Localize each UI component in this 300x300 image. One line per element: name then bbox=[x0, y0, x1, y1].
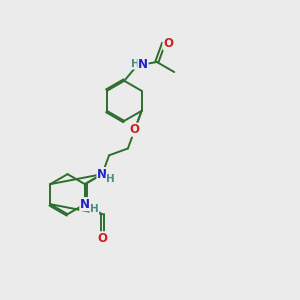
Text: N: N bbox=[97, 168, 107, 181]
Text: N: N bbox=[138, 58, 148, 70]
Text: H: H bbox=[131, 59, 140, 69]
Text: H: H bbox=[90, 205, 99, 214]
Text: H: H bbox=[106, 174, 115, 184]
Text: O: O bbox=[130, 123, 140, 136]
Text: N: N bbox=[97, 168, 107, 181]
Text: O: O bbox=[97, 232, 107, 245]
Text: O: O bbox=[163, 37, 173, 50]
Text: N: N bbox=[80, 198, 90, 211]
